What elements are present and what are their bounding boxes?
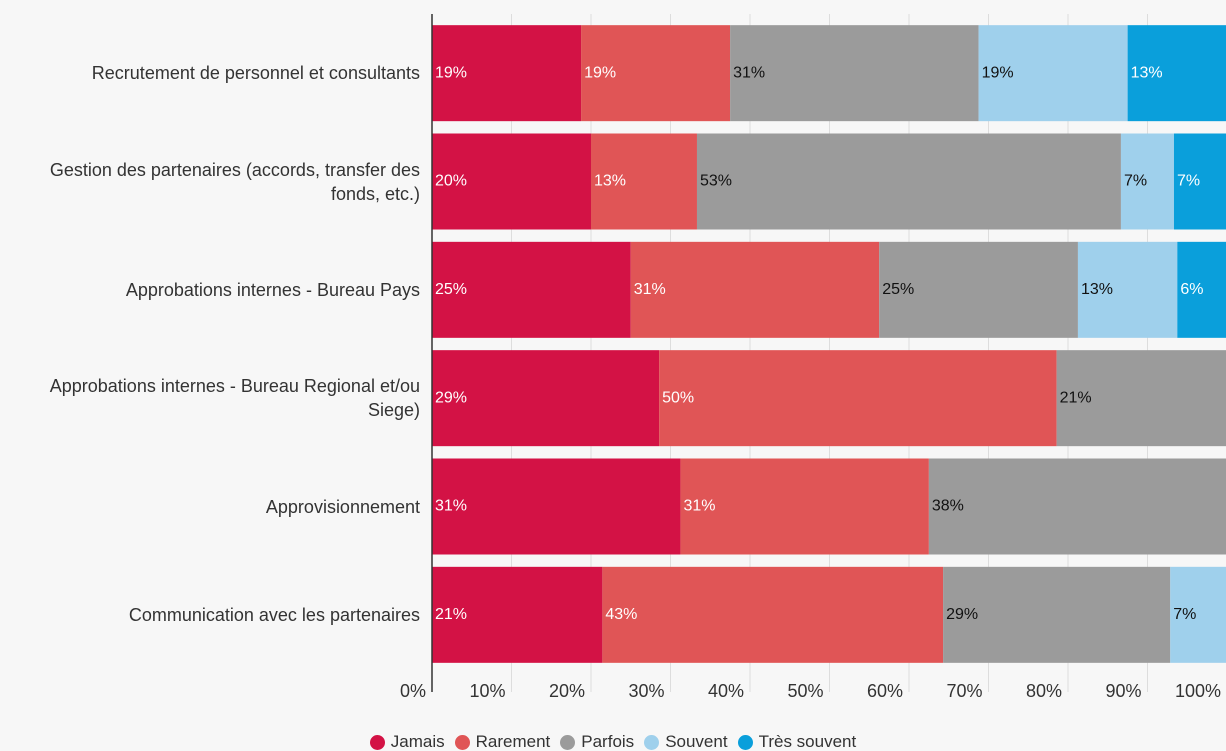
bar-segment xyxy=(978,25,1128,122)
legend-item: Jamais xyxy=(369,732,445,751)
bar-segment xyxy=(680,458,929,555)
legend-swatch xyxy=(560,734,576,750)
bar-segment xyxy=(1056,350,1226,447)
category-label: Approbations internes - Bureau Regional … xyxy=(49,376,420,421)
bar-segment xyxy=(602,566,944,663)
value-label: 31% xyxy=(683,498,715,515)
value-label: 13% xyxy=(594,173,626,190)
x-tick-label: 90% xyxy=(1105,681,1141,701)
bar-segment xyxy=(581,25,731,122)
bar-segment xyxy=(432,25,582,122)
x-tick-label: 40% xyxy=(708,681,744,701)
value-label: 21% xyxy=(435,606,467,623)
x-tick-label: 0% xyxy=(400,681,426,701)
bar-segment xyxy=(1127,25,1226,122)
legend-swatch xyxy=(737,734,753,750)
legend-item: Parfois xyxy=(560,732,634,751)
value-label: 31% xyxy=(634,281,666,298)
value-label: 19% xyxy=(982,64,1014,81)
legend-label: Jamais xyxy=(390,732,445,751)
x-tick-label: 20% xyxy=(549,681,585,701)
x-tick-label: 100% xyxy=(1175,681,1221,701)
category-label: Recrutement de personnel et consultants xyxy=(91,63,420,84)
x-tick-label: 10% xyxy=(469,681,505,701)
bar-segment xyxy=(432,133,591,230)
legend-label: Parfois xyxy=(581,732,635,751)
legend-label: Rarement xyxy=(475,732,551,751)
bar-segment xyxy=(928,458,1226,555)
legend-swatch xyxy=(369,734,385,750)
bar-segment xyxy=(432,241,631,338)
value-label: 13% xyxy=(1081,281,1113,298)
bar-segment xyxy=(432,350,660,447)
x-tick-label: 50% xyxy=(787,681,823,701)
bar-segment xyxy=(1173,133,1226,230)
value-label: 7% xyxy=(1124,173,1147,190)
value-label: 29% xyxy=(946,606,978,623)
value-label: 7% xyxy=(1177,173,1200,190)
legend-swatch xyxy=(454,734,470,750)
value-label: 31% xyxy=(435,498,467,515)
legend-item: Rarement xyxy=(454,732,551,751)
value-label: 31% xyxy=(733,64,765,81)
category-label: Communication avec les partenaires xyxy=(128,604,420,625)
value-label: 21% xyxy=(1060,389,1092,406)
bar-segment xyxy=(1077,241,1178,338)
bar-segment xyxy=(730,25,979,122)
value-label: 38% xyxy=(932,498,964,515)
legend-item: Très souvent xyxy=(737,732,857,751)
x-tick-label: 70% xyxy=(946,681,982,701)
bar-segment xyxy=(879,241,1078,338)
value-label: 29% xyxy=(435,389,467,406)
bar-segment xyxy=(432,458,681,555)
x-tick-label: 30% xyxy=(628,681,664,701)
legend-label: Souvent xyxy=(665,732,728,751)
legend: Jamais Rarement Parfois Souvent Très souvent xyxy=(0,731,1226,751)
value-label: 19% xyxy=(435,64,467,81)
bar-segment xyxy=(630,241,880,338)
legend-item: Souvent xyxy=(644,732,728,751)
value-label: 43% xyxy=(605,606,637,623)
bar-segment xyxy=(432,566,603,663)
x-tick-label: 80% xyxy=(1026,681,1062,701)
value-label: 13% xyxy=(1131,64,1163,81)
bar-segment xyxy=(591,133,697,230)
value-label: 19% xyxy=(584,64,616,81)
value-label: 7% xyxy=(1173,606,1196,623)
category-label: Approbations internes - Bureau Pays xyxy=(125,279,420,300)
legend-label: Très souvent xyxy=(758,732,857,751)
value-label: 53% xyxy=(700,173,732,190)
legend-swatch xyxy=(644,734,660,750)
bar-segment xyxy=(943,566,1171,663)
value-label: 6% xyxy=(1180,281,1203,298)
bar-segment xyxy=(696,133,1121,230)
value-label: 25% xyxy=(435,281,467,298)
category-label: Gestion des partenaires (accords, transf… xyxy=(49,159,420,204)
value-label: 20% xyxy=(435,173,467,190)
bar-segment xyxy=(659,350,1057,447)
value-label: 50% xyxy=(662,389,694,406)
bar-segment xyxy=(1120,133,1174,230)
x-tick-label: 60% xyxy=(867,681,903,701)
bar-segment xyxy=(1170,566,1226,663)
bar-segment xyxy=(1177,241,1226,338)
value-label: 25% xyxy=(882,281,914,298)
category-label: Approvisionnement xyxy=(265,496,420,517)
